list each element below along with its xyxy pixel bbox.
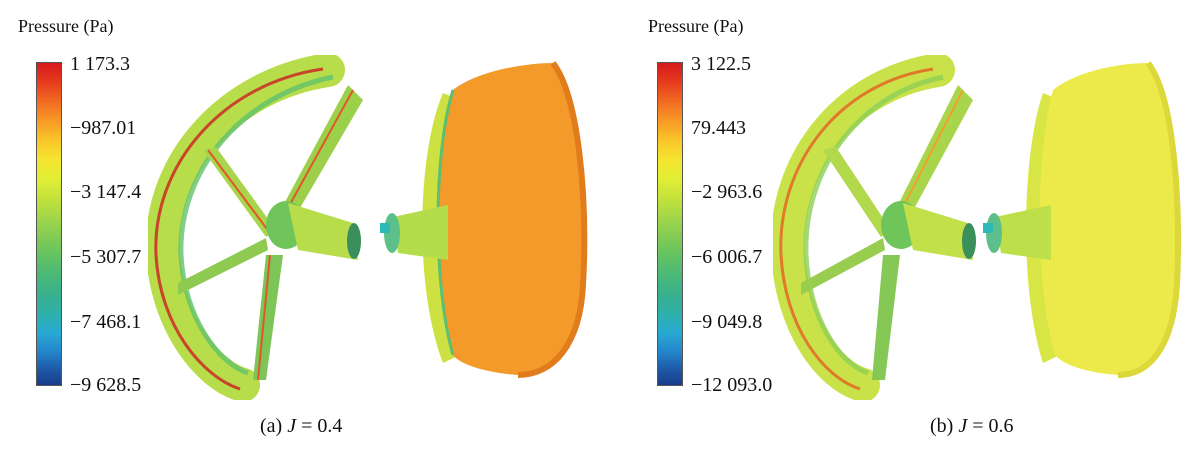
colorbar-tick: −9 049.8 [691, 311, 763, 333]
propeller-side-view [983, 61, 1181, 378]
propeller-rear-view [773, 55, 976, 400]
legend-title: Pressure (Pa) [648, 16, 744, 36]
propeller-pressure-render [148, 55, 588, 400]
panel-a: Pressure (Pa) 1 173.3 −987.01 −3 147.4 −… [18, 16, 588, 437]
colorbar-tick-max: 1 173.3 [70, 53, 130, 75]
figure-caption: (b) J = 0.6 [930, 415, 1014, 437]
figure-caption: (a) J = 0.4 [260, 415, 343, 437]
propeller-rear-view [148, 55, 363, 400]
colorbar-tick: −7 468.1 [70, 311, 142, 333]
colorbar-tick: −5 307.7 [70, 246, 142, 268]
colorbar-tick-max: 3 122.5 [691, 53, 751, 75]
panel-b: Pressure (Pa) 3 122.5 79.443 −2 963.6 −6… [630, 0, 1190, 453]
propeller-side-view [380, 61, 588, 378]
colorbar-tick: 79.443 [691, 117, 746, 139]
colorbar-tick-min: −9 628.5 [70, 374, 142, 396]
colorbar-tick: −2 963.6 [691, 181, 763, 203]
colorbar-tick: −987.01 [70, 117, 137, 139]
colorbar-tick: −3 147.4 [70, 181, 142, 203]
pressure-colorbar [657, 62, 683, 386]
propeller-pressure-render [773, 55, 1181, 400]
pressure-colorbar [36, 62, 62, 386]
colorbar-tick: −6 006.7 [691, 246, 763, 268]
legend-title: Pressure (Pa) [18, 16, 114, 36]
colorbar-tick-min: −12 093.0 [691, 374, 773, 396]
